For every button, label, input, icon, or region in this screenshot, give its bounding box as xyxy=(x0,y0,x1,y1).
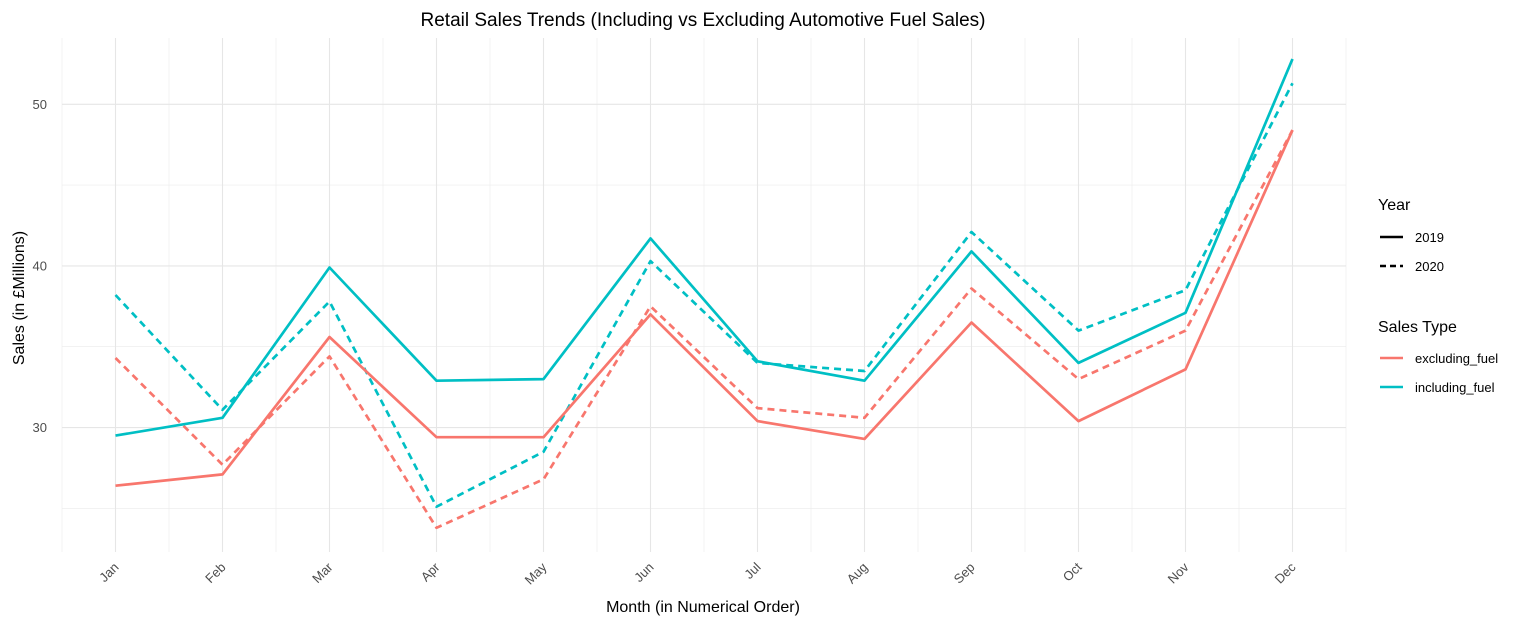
legend-label-excluding_fuel: excluding_fuel xyxy=(1415,351,1498,366)
y-tick-label: 50 xyxy=(33,97,47,112)
series-line-including_fuel-2019 xyxy=(115,58,1294,437)
legend-label-2020: 2020 xyxy=(1415,259,1444,274)
x-tick-label: Mar xyxy=(309,559,336,586)
x-tick-label: Jan xyxy=(96,560,121,585)
x-tick-label: Nov xyxy=(1165,559,1192,586)
series-lines xyxy=(114,58,1294,530)
y-tick-label: 40 xyxy=(33,258,47,273)
legend-label-including_fuel: including_fuel xyxy=(1415,380,1495,395)
legend: Year 2019 2020 Sales Type excluding_fuelincl… xyxy=(1378,197,1498,395)
legend-label-2019: 2019 xyxy=(1415,230,1444,245)
series-line-excluding_fuel-2020 xyxy=(114,129,1294,530)
x-tick-label: May xyxy=(522,559,550,587)
y-tick-label: 30 xyxy=(33,420,47,435)
legend-title-sales-type: Sales Type xyxy=(1378,319,1457,336)
x-tick-label: Jul xyxy=(741,559,763,581)
series-line-excluding_fuel-2019 xyxy=(115,129,1294,488)
y-axis-title: Sales (in £Millions) xyxy=(11,231,28,365)
legend-title-year: Year xyxy=(1378,197,1411,214)
x-axis-title: Month (in Numerical Order) xyxy=(606,599,800,616)
chart-title: Retail Sales Trends (Including vs Exclud… xyxy=(421,10,986,31)
x-tick-label: Aug xyxy=(844,560,871,587)
x-tick-label: Jun xyxy=(631,560,656,585)
x-tick-label: Apr xyxy=(418,559,443,584)
series-line-including_fuel-2020 xyxy=(114,82,1294,509)
x-tick-label: Dec xyxy=(1272,559,1299,586)
y-axis-tick-labels: 30 40 50 xyxy=(33,97,47,435)
x-tick-label: Sep xyxy=(951,560,978,587)
x-axis-tick-labels: Jan Feb Mar Apr May Jun Jul Aug Sep Oct Nov Dec xyxy=(96,559,1299,587)
x-tick-label: Feb xyxy=(202,560,228,586)
x-tick-label: Oct xyxy=(1060,559,1085,584)
grid-lines xyxy=(61,38,1347,552)
